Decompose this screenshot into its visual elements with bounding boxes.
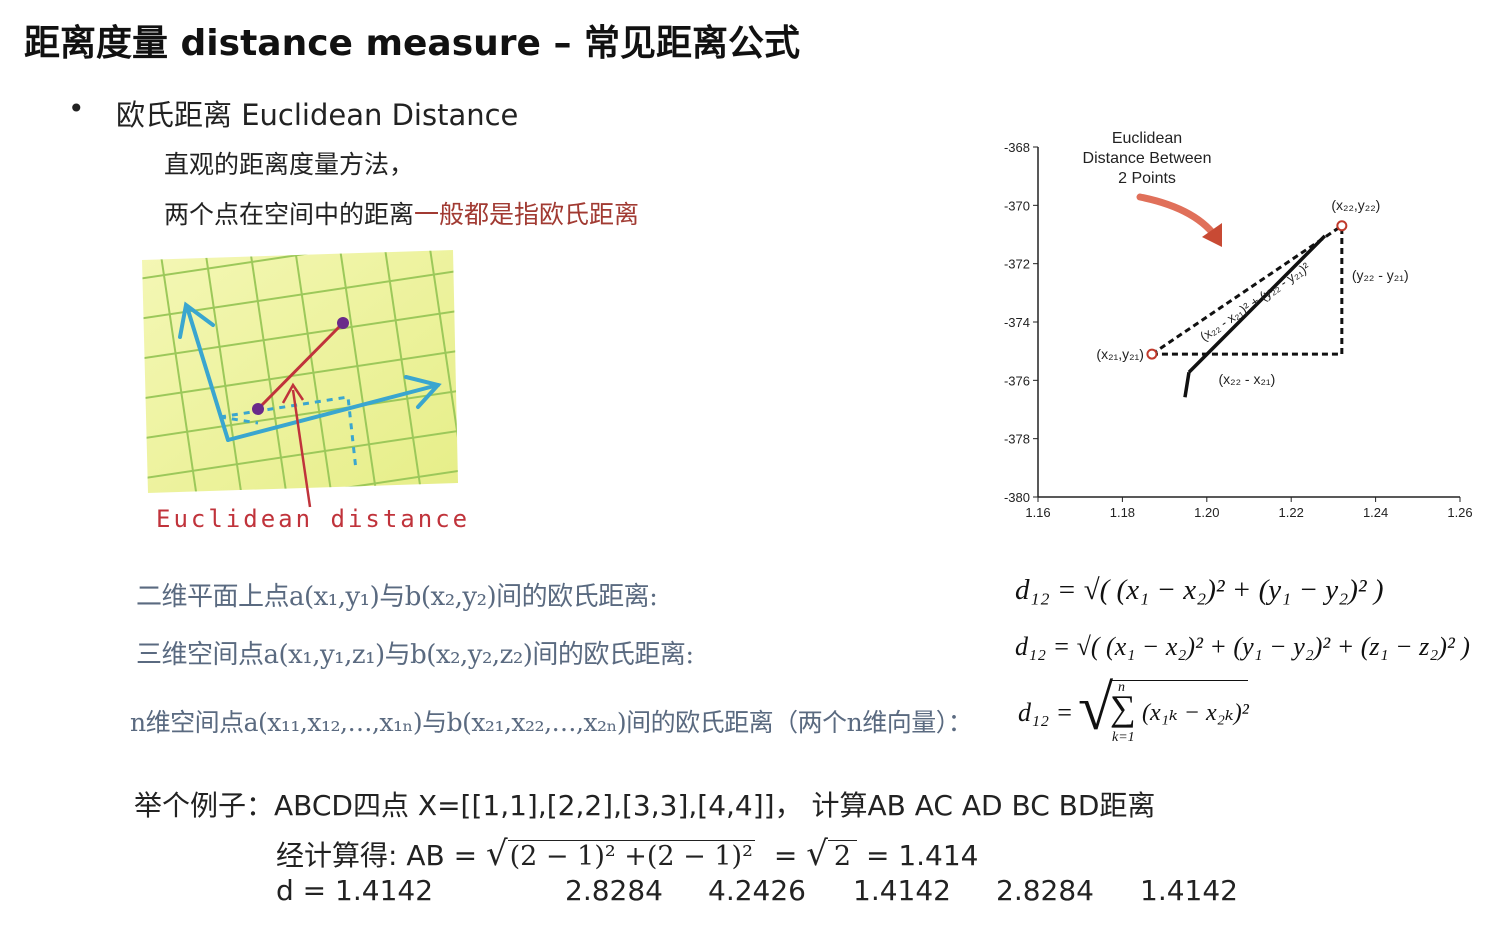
euclidean-illustration: [142, 250, 458, 508]
x-tick-label: 1.26: [1447, 505, 1472, 520]
formula-nd: d₁₂ = √ n ∑ k=1 (x₁ₖ − x₂ₖ)²: [1018, 676, 1258, 752]
computation-eq: =: [773, 839, 798, 872]
bullet-marker: •: [68, 92, 85, 125]
distance-value: 1.4142: [853, 874, 951, 907]
callout-arrow: [1136, 193, 1222, 244]
formula-nd-lhs: d₁₂ =: [1018, 698, 1074, 727]
computation-root2: 2: [827, 840, 858, 872]
dy-label: (y₂₂ - y₂₁): [1352, 267, 1409, 283]
pointer-arrow: [291, 389, 312, 508]
description-line-2: 两个点在空间中的距离一般都是指欧氏距离: [164, 195, 639, 231]
dx-label: (x₂₂ - x₂₁): [1218, 371, 1275, 387]
formula-label-3d: 三维空间点a(x₁,y₁,z₁)与b(x₂,y₂,z₂)间的欧氏距离:: [136, 640, 694, 670]
point-2-label: (x₂₂,y₂₂): [1331, 197, 1380, 213]
point-1-label: (x₂₁,y₂₁): [1096, 346, 1144, 362]
distance-prefix: d = 1.4142: [276, 874, 434, 907]
grid-lines: [142, 250, 458, 493]
x-tick-label: 1.22: [1279, 505, 1304, 520]
description-plain: 两个点在空间中的距离: [164, 200, 415, 229]
sum-top: n: [1118, 680, 1125, 695]
y-tick-label: -374: [1004, 315, 1030, 330]
section-heading: 欧氏距离 Euclidean Distance: [116, 98, 519, 132]
leg-lines: [1151, 225, 1344, 356]
sigma-icon: ∑: [1110, 688, 1136, 728]
example-computation: 经计算得: AB = √(2 − 1)² +(2 − 1)² = √ 2 = 1.…: [276, 834, 979, 878]
y-tick-label: -372: [1004, 257, 1030, 272]
distance-value: 2.8284: [565, 874, 663, 907]
callout-text: 2 Points: [1118, 170, 1176, 187]
description-highlight: 一般都是指欧氏距离: [414, 200, 640, 229]
formula-label-2d: 二维平面上点a(x₁,y₁)与b(x₂,y₂)间的欧氏距离:: [136, 582, 658, 612]
distance-value: 1.4142: [1140, 874, 1238, 907]
distance-value: 4.2426: [708, 874, 806, 907]
y-tick-label: -378: [1004, 432, 1030, 447]
point-2: [1336, 220, 1348, 232]
x-tick-label: 1.24: [1363, 505, 1388, 520]
page-title: 距离度量 distance measure – 常见距离公式: [24, 23, 801, 64]
formula-3d: d₁₂ = √( (x₁ − x₂)² + (y₁ − y₂)² + (z₁ −…: [1015, 632, 1470, 661]
hypotenuse: [1151, 224, 1343, 356]
description-line-1: 直观的距离度量方法，: [164, 150, 415, 179]
callout-text: Distance Between: [1083, 150, 1212, 167]
distance-line: [256, 321, 345, 411]
computation-root: (2 − 1)² +(2 − 1)²: [507, 840, 755, 872]
x-tick-label: 1.18: [1110, 505, 1135, 520]
illustration-caption: Euclidean distance: [156, 505, 471, 533]
formula-label-nd: n维空间点a(x₁₁,x₁₂,…,x₁ₙ)与b(x₂₁,x₂₂,…,x₂ₙ)间的…: [130, 708, 973, 737]
formula-nd-body: (x₁ₖ − x₂ₖ)²: [1142, 700, 1249, 726]
distance-value: 2.8284: [996, 874, 1094, 907]
radical-icon: √: [806, 834, 828, 874]
y-tick-label: -380: [1004, 490, 1030, 505]
radical-icon: √: [485, 834, 508, 874]
point-1: [1146, 348, 1158, 360]
y-tick-label: -376: [1004, 373, 1030, 388]
point-a: [252, 403, 264, 415]
x-tick-label: 1.16: [1025, 505, 1050, 520]
x-tick-label: 1.20: [1194, 505, 1219, 520]
point-b: [337, 317, 349, 329]
callout-arrowhead: [1202, 223, 1222, 247]
computation-prefix: 经计算得: AB =: [276, 839, 478, 872]
sum-bottom: k=1: [1112, 730, 1135, 745]
hypotenuse-label: (x₂₂ - x₂₁)² + (y₂₂ - y₂₁)²: [1197, 259, 1313, 344]
y-tick-label: -368: [1004, 140, 1030, 155]
vinculum: [1110, 680, 1248, 681]
grid-paper: [142, 250, 458, 493]
y-tick-label: -370: [1004, 198, 1030, 213]
computation-result: = 1.414: [865, 839, 979, 872]
formula-2d: d₁₂ = √( (x₁ − x₂)² + (y₁ − y₂)² ): [1015, 574, 1384, 606]
example-line: 举个例子：ABCD四点 X=[[1,1],[2,2],[3,3],[4,4]]，…: [134, 789, 1156, 822]
radical-bracket: [1183, 234, 1327, 398]
callout-text: Euclidean: [1112, 130, 1182, 147]
radical-icon: √: [1078, 672, 1114, 743]
